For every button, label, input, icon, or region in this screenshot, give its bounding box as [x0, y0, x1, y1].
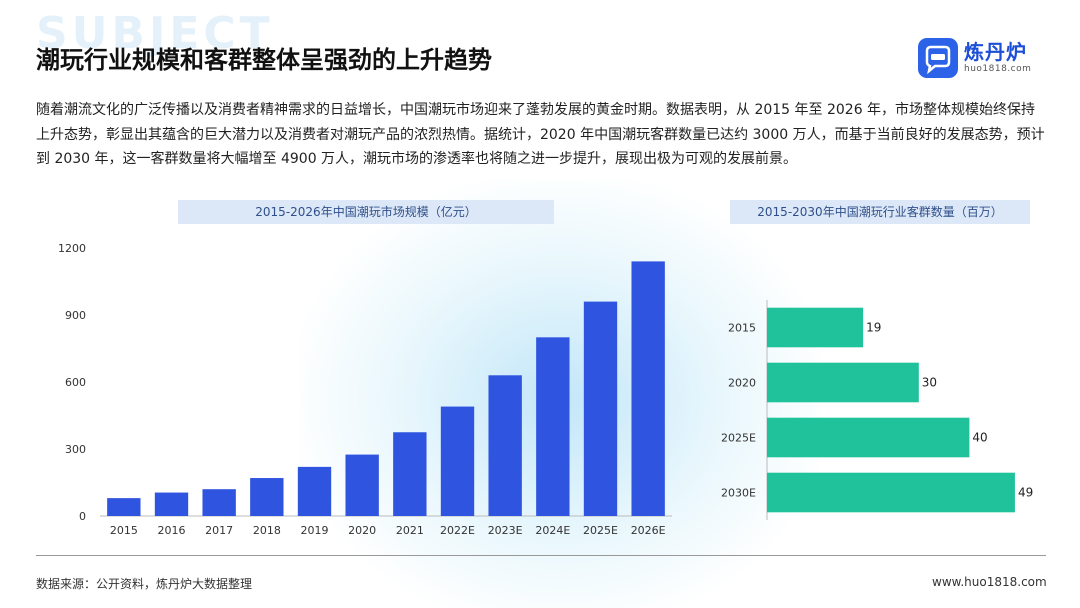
hbar-2020 [767, 362, 919, 403]
y-category-label-2030E: 2030E [721, 487, 756, 500]
x-tick-label-2015: 2015 [110, 524, 138, 537]
customer-count-chart-title: 2015-2030年中国潮玩行业客群数量（百万） [730, 200, 1030, 224]
hbar-2015 [767, 307, 864, 348]
y-tick-label-3: 900 [65, 309, 86, 322]
bar-2016 [154, 492, 189, 516]
x-tick-label-2023E: 2023E [488, 524, 523, 537]
brand-name: 炼丹炉 [964, 40, 1027, 64]
data-label-2020: 30 [922, 376, 937, 390]
page-title: 潮玩行业规模和客群整体呈强劲的上升趋势 [36, 46, 492, 74]
x-tick-label-2025E: 2025E [583, 524, 618, 537]
bar-2024E [536, 337, 570, 516]
x-tick-label-2019: 2019 [301, 524, 329, 537]
y-tick-label-0: 0 [79, 510, 86, 523]
market-size-chart-title: 2015-2026年中国潮玩市场规模（亿元） [178, 200, 554, 224]
data-source: 数据来源：公开资料，炼丹炉大数据整理 [36, 577, 253, 591]
bar-2015 [107, 498, 141, 516]
y-tick-label-2: 600 [65, 376, 86, 389]
bar-2022E [440, 406, 475, 516]
website-url: www.huo1818.com [932, 575, 1047, 589]
x-tick-label-2024E: 2024E [535, 524, 570, 537]
data-label-2030E: 49 [1018, 486, 1033, 500]
footer-divider [36, 555, 1046, 556]
bar-2026E [631, 261, 665, 516]
x-tick-label-2022E: 2022E [440, 524, 475, 537]
x-tick-label-2016: 2016 [158, 524, 186, 537]
y-category-label-2015: 2015 [728, 322, 756, 335]
hbar-2025E [767, 417, 970, 458]
x-tick-label-2026E: 2026E [631, 524, 666, 537]
y-tick-label-1: 300 [65, 443, 86, 456]
bar-2020 [345, 454, 379, 516]
x-tick-label-2017: 2017 [205, 524, 233, 537]
data-label-2015: 19 [866, 321, 881, 335]
x-tick-label-2018: 2018 [253, 524, 281, 537]
bar-2019 [297, 466, 332, 516]
y-category-label-2025E: 2025E [721, 432, 756, 445]
background-watermark: SUBJECT [36, 8, 274, 59]
brand-url: huo1818.com [964, 64, 1032, 74]
bar-2018 [250, 478, 284, 516]
x-tick-label-2021: 2021 [396, 524, 424, 537]
intro-paragraph: 随着潮流文化的广泛传播以及消费者精神需求的日益增长，中国潮玩市场迎来了蓬勃发展的… [36, 102, 1045, 167]
x-tick-label-2020: 2020 [348, 524, 376, 537]
bar-2021 [393, 432, 427, 516]
bar-2023E [488, 375, 522, 516]
y-tick-label-4: 1200 [58, 242, 86, 255]
brand-logo: 炼丹炉 huo1818.com [918, 36, 1058, 82]
chat-data-icon [918, 38, 958, 78]
bar-2017 [202, 489, 236, 516]
bar-2025E [583, 301, 618, 516]
hbar-2030E [767, 472, 1015, 513]
data-label-2025E: 40 [972, 431, 987, 445]
y-category-label-2020: 2020 [728, 377, 756, 390]
